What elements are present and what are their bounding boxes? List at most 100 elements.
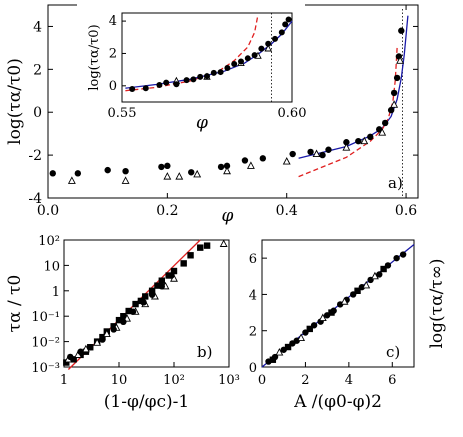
panel-c-xtick-label: 4 [345,373,353,388]
inset-point [173,81,180,88]
panel-b-point [129,308,137,315]
panel-c-point [376,271,383,278]
panel-c-ytick-label: 6 [249,252,257,267]
panel-c-point [275,347,284,356]
inset-point [244,55,251,62]
panel-a-point [393,74,401,82]
inset-ytick-label: 4 [109,14,117,29]
panel-b-xtick-label: 10² [163,373,185,388]
panel-a-point [398,27,405,34]
panel-a-label: a) [388,174,403,192]
panel-c-xtick-label: 0 [258,373,266,388]
panel-b-ytick-label: 10⁻³ [31,361,60,376]
inset-xtick-label: 0.60 [278,106,307,121]
panel-a-xtick-label: 0.6 [395,203,417,219]
panel-a-point [367,133,374,141]
inset-point [210,69,217,76]
panel-a-point [319,151,326,159]
panel-c-ytick-label: 2 [249,325,257,340]
panel-b-point [158,277,165,284]
panel-a-ytick-label: -4 [28,191,42,207]
panel-a-point [163,172,172,180]
panel-b-point [99,336,106,343]
panel-a: 0.0 0.2 0.4 0.6 -4 -2 0 2 4 φ log(τα/τ0) a) 0.55 0.60… [5,3,419,226]
panel-a-point [74,170,82,177]
inset-point [142,85,149,92]
panel-a-fit-line [298,15,409,159]
panel-c: 0 2 4 6 0 2 4 6 A /(φ0-φ)2 log(τα/τ∞) c) [249,239,447,412]
panel-c-ytick-label: 0 [249,361,257,376]
panel-a-xtick-label: 0.4 [276,203,298,219]
panel-c-point [399,251,407,258]
panel-a-point [259,155,267,162]
panel-a-ytick-label: -2 [28,148,42,164]
panel-a-ytick-label: 4 [33,19,42,35]
panel-b-point [70,356,77,363]
panel-b-point [110,326,117,333]
panel-a-point [387,106,395,114]
panel-a-point [104,166,111,174]
inset-point [163,79,170,86]
panel-b-point [148,287,156,294]
panel-a-point [360,136,369,145]
panel-b-point [140,299,147,306]
panel-a-point [121,176,130,184]
inset-point [204,73,210,80]
panel-a-point [188,169,195,176]
inset-point [258,45,265,52]
panel-b-ytick-label: 1 [52,285,60,300]
panel-c-point [318,313,327,322]
panel-b-label: b) [197,343,212,361]
panel-c-point [306,325,313,333]
panel-a-point [164,162,171,170]
panel-c-point [380,265,387,273]
panel-b-ylabel: τα / τ0 [5,275,25,333]
panel-b-point [67,353,74,361]
inset-bg [77,3,305,132]
panel-a-point [246,161,255,169]
panel-a-point [193,169,202,178]
panel-a-ylabel: log(τα/τ0) [5,58,25,145]
panel-a-point [122,167,129,175]
inset-point [238,58,244,65]
inset-xtick-label: 0.55 [108,106,137,121]
panel-a-point [307,148,314,156]
panel-b-point [132,300,139,308]
panel-b-point [63,359,70,366]
inset-point [282,21,289,28]
panel-a-point [325,146,332,153]
panel-c-point [284,343,292,351]
panel-a-inset: 0.55 0.60 0 2 4 φ log(τα/τ0) [77,3,306,133]
panel-a-point [217,163,225,171]
panel-a-point [342,143,351,151]
inset-point [183,77,190,84]
panel-b-point [115,316,123,324]
panel-a-point [390,100,399,108]
panel-a-point [378,128,387,136]
panel-a-point [289,150,296,158]
panel-b-point [197,244,204,251]
inset-point [265,40,272,47]
panel-b-point [77,348,84,355]
inset-point [224,65,231,72]
inset-point [272,35,278,42]
inset-ytick-label: 0 [109,79,117,94]
inset-xlabel: φ [196,113,208,133]
panel-c-point [370,271,379,280]
panel-c-xlabel: A /(φ0-φ)2 [293,392,382,412]
panel-b-point [203,242,211,249]
panel-b-xtick-label: 10 [111,373,128,388]
panel-a-point [175,172,184,180]
panel-a-point [223,162,231,170]
panel-b-ytick-label: 10² [38,234,60,249]
inset-point [251,52,258,59]
panel-b-point [158,283,165,290]
panel-a-point [67,176,76,184]
panel-b-point [168,272,175,279]
panel-c-point [354,287,361,294]
panel-c-point [340,297,349,305]
panel-b-ytick-label: 10⁻¹ [31,310,60,325]
panel-b-point [142,293,149,300]
panel-b-xtick-label: 1 [60,373,68,388]
